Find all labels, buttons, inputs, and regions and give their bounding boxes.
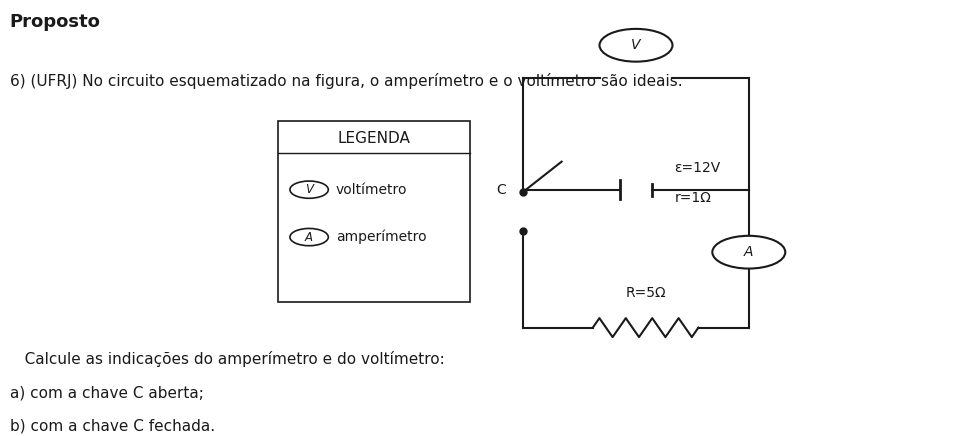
Text: C: C (496, 183, 506, 197)
Text: amperímetro: amperímetro (336, 230, 426, 244)
Text: ε=12V: ε=12V (675, 161, 721, 175)
Text: a) com a chave C aberta;: a) com a chave C aberta; (10, 386, 204, 401)
Circle shape (599, 29, 672, 61)
Text: V: V (632, 38, 640, 52)
Text: LEGENDA: LEGENDA (338, 132, 411, 146)
Text: b) com a chave C fechada.: b) com a chave C fechada. (10, 418, 215, 433)
Text: r=1Ω: r=1Ω (675, 191, 711, 205)
Text: V: V (305, 183, 313, 196)
Text: voltímetro: voltímetro (336, 183, 407, 197)
Text: Calcule as indicações do amperímetro e do voltímetro:: Calcule as indicações do amperímetro e d… (10, 351, 444, 367)
Text: A: A (305, 231, 313, 244)
Circle shape (712, 236, 785, 269)
Text: 6) (UFRJ) No circuito esquematizado na figura, o amperímetro e o voltímetro são : 6) (UFRJ) No circuito esquematizado na f… (10, 73, 683, 89)
Text: A: A (744, 245, 754, 259)
Text: R=5Ω: R=5Ω (625, 286, 666, 300)
Text: Proposto: Proposto (10, 13, 101, 31)
FancyBboxPatch shape (278, 121, 470, 302)
